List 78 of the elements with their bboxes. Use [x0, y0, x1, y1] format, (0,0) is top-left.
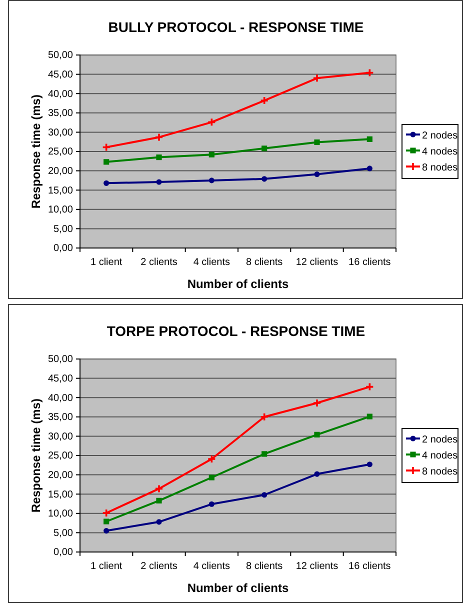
y-tick-label: 20,00 [48, 470, 74, 481]
y-tick-label: 50,00 [48, 354, 74, 366]
point [156, 498, 162, 504]
y-tick-label: 35,00 [48, 108, 74, 120]
y-tick-label: 35,00 [48, 412, 74, 424]
point [262, 451, 268, 457]
point [208, 152, 214, 158]
y-axis-title: Response time (ms) [29, 398, 43, 513]
y-tick-label: 15,00 [48, 185, 74, 196]
y-tick-label: 10,00 [48, 204, 74, 216]
point [156, 519, 162, 525]
y-tick-label: 0,00 [54, 243, 74, 254]
point [314, 171, 320, 178]
point [104, 180, 110, 186]
x-tick-label: 1 client [90, 561, 122, 572]
x-tick-label: 2 clients [140, 257, 178, 268]
point [366, 136, 372, 142]
legend-label: 2 nodes [422, 130, 458, 142]
x-tick-label: 8 clients [246, 257, 283, 268]
y-tick-label: 30,00 [48, 431, 74, 442]
y-tick-label: 50,00 [48, 50, 74, 62]
point [207, 118, 216, 127]
x-tick-label: 1 client [90, 257, 122, 268]
point [104, 528, 110, 534]
point [156, 154, 162, 160]
x-tick-label: 16 clients [348, 561, 391, 572]
y-tick-label: 20,00 [48, 166, 74, 177]
point [366, 462, 372, 468]
point [312, 74, 322, 83]
legend-label: 8 nodes [422, 466, 458, 478]
point [208, 501, 214, 507]
chart-title: TORPE PROTOCOL - RESPONSE TIME [106, 323, 366, 339]
point [154, 132, 164, 142]
point [262, 146, 268, 152]
legend-label: 2 nodes [422, 434, 458, 446]
y-tick-label: 40,00 [48, 88, 74, 100]
y-tick-label: 5,00 [54, 224, 74, 235]
x-tick-label: 16 clients [348, 257, 391, 268]
point [260, 96, 269, 105]
y-tick-label: 45,00 [48, 374, 74, 384]
legend-label: 4 nodes [422, 146, 458, 158]
point [262, 176, 268, 182]
chart-title: BULLY PROTOCOL - RESPONSE TIME [108, 19, 364, 35]
point [207, 454, 216, 464]
y-tick-label: 15,00 [48, 489, 74, 500]
x-tick-label: 12 clients [296, 561, 338, 572]
x-axis-title: Number of clients [187, 277, 289, 291]
y-tick-label: 45,00 [48, 70, 74, 80]
x-tick-label: 4 clients [193, 561, 230, 572]
y-axis-title: Response time (ms) [29, 94, 43, 209]
y-tick-label: 25,00 [48, 146, 74, 158]
point [104, 159, 110, 165]
point [208, 474, 214, 480]
x-tick-label: 4 clients [193, 257, 230, 268]
point [262, 492, 268, 498]
point [104, 518, 110, 524]
point [314, 471, 320, 477]
point [314, 139, 320, 146]
y-tick-label: 40,00 [48, 392, 74, 404]
point [154, 484, 164, 494]
x-tick-label: 12 clients [296, 257, 338, 268]
legend-label: 8 nodes [422, 162, 458, 174]
x-tick-label: 8 clients [246, 561, 283, 572]
point [156, 179, 162, 185]
legend-label: 4 nodes [422, 450, 458, 462]
y-tick-label: 0,00 [54, 547, 74, 558]
point [366, 414, 372, 420]
x-axis-title: Number of clients [187, 581, 289, 595]
y-tick-label: 10,00 [48, 508, 74, 520]
point [208, 178, 214, 184]
point [314, 432, 320, 438]
y-tick-label: 5,00 [54, 528, 74, 539]
point [260, 412, 269, 422]
point [366, 166, 372, 172]
x-tick-label: 2 clients [140, 561, 178, 572]
y-tick-label: 30,00 [48, 127, 74, 138]
y-tick-label: 25,00 [48, 450, 74, 462]
point [312, 398, 322, 408]
